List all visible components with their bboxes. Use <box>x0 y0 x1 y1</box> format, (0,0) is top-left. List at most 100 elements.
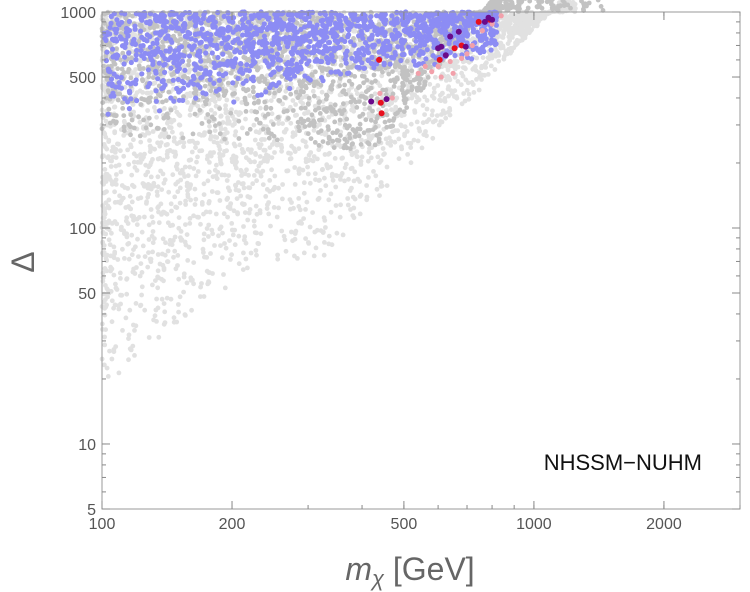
scatter-point-light-gray <box>139 229 145 235</box>
scatter-point-light-gray <box>156 220 162 226</box>
scatter-point-light-gray <box>248 250 254 256</box>
scatter-point-light-gray <box>217 146 223 152</box>
scatter-point-light-gray <box>138 160 143 165</box>
scatter-point-light-gray <box>132 32 138 38</box>
scatter-point-light-gray <box>201 294 207 299</box>
scatter-point-dark-gray <box>491 5 496 11</box>
scatter-point-dark-gray <box>254 109 260 115</box>
scatter-point-light-gray <box>518 29 524 34</box>
scatter-point-light-gray <box>256 141 261 147</box>
scatter-point-light-gray <box>112 150 118 155</box>
scatter-point-light-gray <box>446 84 451 90</box>
scatter-point-light-gray <box>304 110 310 116</box>
scatter-point-light-gray <box>173 181 179 187</box>
scatter-point-light-gray <box>131 137 136 143</box>
scatter-point-light-gray <box>216 233 221 239</box>
scatter-point-light-gray <box>152 146 158 152</box>
scatter-point-light-gray <box>269 167 274 173</box>
scatter-point-dark-gray <box>389 124 394 129</box>
scatter-point-light-gray <box>224 197 230 202</box>
scatter-point-light-gray <box>390 129 395 135</box>
scatter-point-light-gray <box>373 173 379 179</box>
scatter-point-dark-gray <box>586 0 592 6</box>
scatter-point-dark-gray <box>422 79 428 85</box>
scatter-point-dark-gray <box>414 85 420 91</box>
scatter-point-light-gray <box>329 174 335 180</box>
scatter-point-light-gray <box>306 158 311 164</box>
scatter-point-light-gray <box>139 270 145 275</box>
scatter-point-light-gray <box>102 342 108 348</box>
scatter-point-light-gray <box>183 198 189 204</box>
scatter-point-light-gray <box>133 244 138 250</box>
scatter-point-light-gray <box>274 214 280 220</box>
scatter-point-light-gray <box>369 145 375 151</box>
scatter-point-light-gray <box>102 211 108 217</box>
scatter-point-light-gray <box>283 248 289 254</box>
scatter-point-dark-gray <box>346 78 352 84</box>
scatter-point-dark-gray <box>397 64 403 70</box>
scatter-point-dark-gray <box>316 100 322 105</box>
scatter-point-dark-gray <box>338 63 344 68</box>
scatter-point-light-gray <box>109 230 114 236</box>
scatter-point-light-gray <box>366 111 372 117</box>
scatter-point-dark-gray <box>312 140 318 145</box>
scatter-point-light-gray <box>144 201 149 206</box>
scatter-point-light-gray <box>101 215 107 221</box>
scatter-point-dark-gray <box>524 9 529 14</box>
scatter-point-light-gray <box>517 38 523 44</box>
scatter-point-light-gray <box>221 211 227 217</box>
scatter-point-light-gray <box>375 154 381 160</box>
scatter-point-light-gray <box>525 26 531 32</box>
scatter-point-light-gray <box>177 294 183 300</box>
scatter-point-light-gray <box>159 131 165 137</box>
scatter-point-light-gray <box>191 281 197 287</box>
scatter-point-light-gray <box>351 205 357 211</box>
scatter-point-light-gray <box>112 251 117 257</box>
scatter-point-light-gray <box>303 139 308 145</box>
scatter-point-light-gray <box>265 202 270 208</box>
scatter-point-light-gray <box>322 152 328 157</box>
scatter-point-light-gray <box>408 121 414 127</box>
scatter-point-dark-gray <box>202 83 208 89</box>
scatter-point-dark-gray <box>391 116 397 121</box>
scatter-point-light-gray <box>262 147 268 153</box>
scatter-point-light-gray <box>212 99 218 104</box>
scatter-point-light-gray <box>224 178 230 183</box>
scatter-point-light-gray <box>150 229 156 234</box>
scatter-point-dark-gray <box>338 133 343 138</box>
scatter-point-dark-gray <box>121 128 127 134</box>
scatter-point-light-gray <box>459 101 465 107</box>
scatter-point-dark-gray <box>332 119 338 125</box>
scatter-point-light-gray <box>303 236 308 242</box>
scatter-point-light-gray <box>176 225 182 231</box>
scatter-point-light-gray <box>165 142 170 147</box>
scatter-point-light-gray <box>346 87 352 93</box>
scatter-point-dark-gray <box>205 112 211 117</box>
scatter-point-light-gray <box>100 203 105 209</box>
scatter-point-light-gray <box>305 164 310 170</box>
scatter-point-light-gray <box>236 261 242 267</box>
scatter-point-light-gray <box>206 200 212 206</box>
scatter-point-light-gray <box>175 189 181 195</box>
scatter-point-light-gray <box>333 184 339 190</box>
scatter-point-light-gray <box>126 162 131 167</box>
scatter-point-light-gray <box>177 113 183 119</box>
scatter-point-light-gray <box>480 55 486 60</box>
scatter-point-dark-gray <box>324 93 330 99</box>
scatter-point-dark-gray <box>352 128 357 134</box>
scatter-point-light-gray <box>155 140 161 146</box>
scatter-point-dark-gray <box>243 109 249 114</box>
scatter-point-light-gray <box>162 106 167 111</box>
scatter-point-light-gray <box>102 167 108 172</box>
scatter-point-dark-gray <box>496 5 501 11</box>
scatter-point-light-gray <box>168 296 174 302</box>
scatter-point-light-gray <box>523 29 529 35</box>
scatter-point-light-gray <box>529 27 534 33</box>
scatter-point-light-gray <box>114 172 119 177</box>
scatter-point-dark-gray <box>376 139 382 144</box>
scatter-point-light-gray <box>379 183 385 189</box>
scatter-point-light-gray <box>214 135 220 140</box>
scatter-point-light-gray <box>113 344 119 349</box>
scatter-point-light-gray <box>198 221 203 227</box>
scatter-point-dark-gray <box>361 74 367 79</box>
